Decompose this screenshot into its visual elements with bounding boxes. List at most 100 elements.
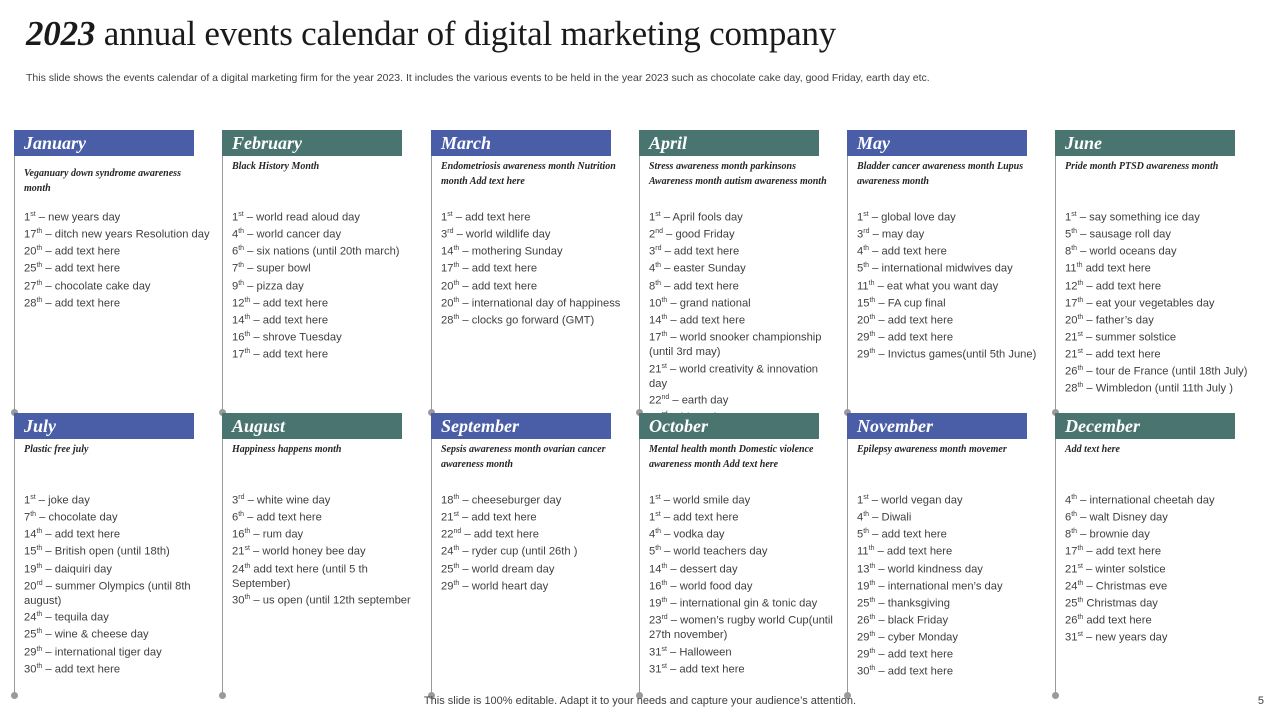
timeline-dot <box>636 692 643 699</box>
timeline-line <box>431 156 432 412</box>
event-item: 11th add text here <box>1065 262 1151 276</box>
timeline-dot <box>219 409 226 416</box>
event-list: 1st – add text here 3rd – world wildlife … <box>441 208 631 328</box>
event-item: 12th – add text here <box>1065 279 1162 293</box>
event-item: 1st – world vegan day <box>857 494 963 507</box>
event-item: 12th – add text here <box>232 296 329 310</box>
month-header-july: July <box>14 413 194 439</box>
event-item: 11th – add text here <box>857 545 953 559</box>
event-item: 16th – rum day <box>232 528 304 542</box>
month-june: June Pride month PTSD awareness month 1st … <box>1052 130 1255 416</box>
timeline-line <box>431 439 432 695</box>
event-item: 1st – new years day <box>24 211 121 224</box>
event-item: 4th – world cancer day <box>232 228 342 241</box>
event-item: 23rd – women’s rugby world Cup(until 27t… <box>649 613 833 642</box>
month-header-june: June <box>1055 130 1235 156</box>
event-item: 14th – dessert day <box>649 562 738 576</box>
event-item: 25th – wine & cheese day <box>24 628 149 642</box>
month-april: April Stress awareness month parkinsons A… <box>636 130 839 424</box>
timeline-line <box>1055 156 1056 412</box>
month-august: August Happiness happens month 3rd – white… <box>219 413 422 699</box>
event-item: 1st – April fools day <box>649 211 743 224</box>
month-july: July Plastic free july 1st – joke day 7th –… <box>11 413 214 699</box>
event-item: 6th – add text here <box>232 511 322 524</box>
month-header-march: March <box>431 130 611 156</box>
event-item: 29th – cyber Monday <box>857 631 959 644</box>
event-item: 21st – winter solstice <box>1065 562 1166 576</box>
event-item: 24th – ryder cup (until 26th ) <box>441 545 578 559</box>
event-item: 22nd – add text here <box>441 528 539 542</box>
event-item: 1st – global love day <box>857 211 956 224</box>
month-header-january: January <box>14 130 194 156</box>
title-text: annual events calendar of digital market… <box>95 14 837 53</box>
event-item: 19th – international men’s day <box>857 579 1003 593</box>
event-item: 29th – international tiger day <box>24 645 162 659</box>
event-item: 15th – British open (until 18th) <box>24 545 170 559</box>
event-item: 1st – joke day <box>24 494 90 507</box>
event-item: 15th – FA cup final <box>857 296 946 310</box>
month-january: January Veganuary down syndrome awareness… <box>11 130 214 416</box>
event-list: 1st – joke day 7th – chocolate day 14th – … <box>24 491 214 677</box>
event-item: 20th – add text here <box>24 245 121 259</box>
event-item: 17th – world snooker championship (until… <box>649 330 822 359</box>
timeline-line <box>639 156 640 412</box>
month-description: Mental health month Domestic violence aw… <box>649 444 814 470</box>
month-description: Stress awareness month parkinsons Awaren… <box>649 161 827 187</box>
event-item: 14th – add text here <box>24 528 121 542</box>
event-list: 3rd – white wine day 6th – add text here 1… <box>232 491 422 608</box>
month-header-april: April <box>639 130 819 156</box>
timeline-dot <box>636 409 643 416</box>
month-march: March Endometriosis awareness month Nutri… <box>428 130 631 416</box>
event-list: 1st – world vegan day 4th – Diwali 5th – a… <box>857 491 1047 680</box>
month-description: Pride month PTSD awareness month <box>1065 161 1219 172</box>
event-item: 21st – world creativity & innovation day <box>649 362 819 390</box>
event-list: 18th – cheeseburger day 21st – add text h… <box>441 491 631 594</box>
event-item: 26th add text here <box>1065 613 1152 627</box>
event-item: 4th – easter Sunday <box>649 262 746 276</box>
event-item: 3rd – add text here <box>649 245 740 259</box>
event-item: 6th – walt Disney day <box>1065 511 1168 524</box>
event-item: 4th – Diwali <box>857 511 912 524</box>
page-title: 2023 annual events calendar of digital m… <box>26 14 836 54</box>
event-item: 13th – world kindness day <box>857 562 983 576</box>
month-description: Endometriosis awareness month Nutrition … <box>441 161 616 187</box>
event-item: 20th – international day of happiness <box>441 296 621 310</box>
event-item: 4th – add text here <box>857 245 947 259</box>
event-item: 19th – daiquiri day <box>24 562 112 576</box>
event-item: 17th – add text here <box>232 348 329 361</box>
event-item: 14th – mothering Sunday <box>441 245 563 259</box>
title-year: 2023 <box>26 14 96 53</box>
timeline-line <box>14 439 15 695</box>
month-description: Bladder cancer awareness month Lupus awa… <box>857 161 1024 187</box>
event-item: 6th – six nations (until 20th march) <box>232 245 400 259</box>
event-item: 3rd – world wildlife day <box>441 228 551 241</box>
event-item: 21st – add text here <box>1065 348 1161 361</box>
event-item: 20rd – summer Olympics (until 8th august… <box>24 579 191 607</box>
month-description: Veganuary down syndrome awareness month <box>24 168 181 194</box>
event-item: 1st – add text here <box>441 211 531 224</box>
event-item: 31st – add text here <box>649 662 745 676</box>
month-description: Epilepsy awareness month movemer <box>857 444 1007 455</box>
event-item: 29th – add text here <box>857 648 954 661</box>
event-item: 16th – shrove Tuesday <box>232 330 342 344</box>
event-list: 1st – new years day 17th – ditch new year… <box>24 208 214 311</box>
event-item: 14th – add text here <box>232 313 329 327</box>
timeline-dot <box>844 692 851 699</box>
timeline-dot <box>844 409 851 416</box>
footer-note: This slide is 100% editable. Adapt it to… <box>423 695 857 707</box>
month-description: Black History Month <box>232 161 320 172</box>
event-item: 30th – us open (until 12th september <box>232 594 411 607</box>
event-item: 28th – Wimbledon (until 11th July ) <box>1065 382 1233 396</box>
timeline-line <box>847 439 848 695</box>
event-item: 30th – add text here <box>24 662 121 676</box>
event-list: 1st – world read aloud day 4th – world ca… <box>232 208 422 362</box>
month-header-february: February <box>222 130 402 156</box>
event-item: 16th – world food day <box>649 579 753 593</box>
month-december: December Add text here 4th – international… <box>1052 413 1255 699</box>
event-item: 26th – black Friday <box>857 613 949 627</box>
event-list: 1st – global love day 3rd – may day 4th – … <box>857 208 1047 362</box>
page-subtitle: This slide shows the events calendar of … <box>26 72 930 84</box>
event-item: 1st – say something ice day <box>1065 211 1200 224</box>
event-item: 29th – Invictus games(until 5th June) <box>857 348 1037 361</box>
event-item: 21st – add text here <box>441 511 537 524</box>
